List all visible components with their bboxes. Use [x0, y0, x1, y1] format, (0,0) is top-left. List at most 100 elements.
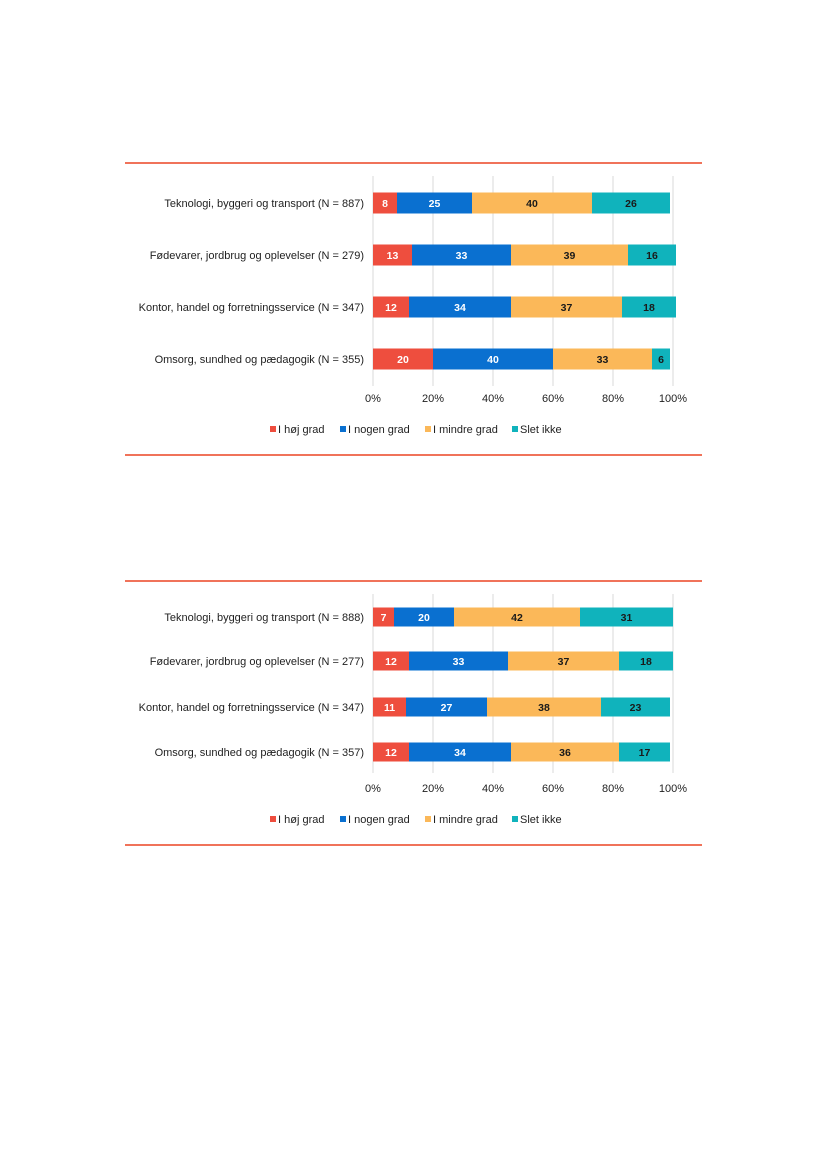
chart-2-category-label: Omsorg, sundhed og pædagogik (N = 357) — [155, 747, 364, 759]
chart-2-top-rule — [125, 580, 702, 582]
chart-2-data-label: 37 — [558, 656, 570, 668]
chart-1-bar-segment — [373, 296, 409, 318]
chart-2-data-label: 7 — [381, 612, 387, 624]
chart-1-bottom-rule — [125, 454, 702, 456]
chart-1-category-label: Omsorg, sundhed og pædagogik (N = 355) — [155, 354, 364, 366]
chart-1-data-label: 12 — [385, 302, 397, 314]
chart-2-bar-segment — [619, 651, 673, 671]
chart-1-data-label: 6 — [658, 354, 664, 366]
chart-1-data-label: 33 — [456, 250, 468, 262]
chart-1-bar-segment — [433, 348, 553, 370]
chart-1-bar-segment — [409, 296, 511, 318]
chart-2-bar-segment — [487, 697, 601, 717]
chart-2-bar-segment — [373, 697, 406, 717]
chart-2-data-label: 23 — [630, 702, 642, 714]
chart-2-data-label: 34 — [454, 747, 466, 759]
chart-2-bar-segment — [394, 607, 454, 627]
chart-2-bar-segment — [601, 697, 670, 717]
chart-1-tick-label: 60% — [542, 393, 564, 405]
chart-1-data-label: 37 — [561, 302, 573, 314]
chart-1-category-label: Fødevarer, jordbrug og oplevelser (N = 2… — [150, 250, 364, 262]
chart-2-legend-swatch — [340, 816, 346, 822]
chart-1-bar-segment — [511, 244, 628, 266]
chart-2-bar-segment — [373, 651, 409, 671]
chart-1-bar-segment — [553, 348, 652, 370]
chart-1-bar-segment — [373, 244, 412, 266]
chart-2-bar-segment — [511, 742, 619, 762]
chart-1-bar-segment — [397, 192, 472, 214]
chart-1-data-label: 16 — [646, 250, 658, 262]
chart-2-legend-swatch — [270, 816, 276, 822]
chart-2-legend-swatch — [512, 816, 518, 822]
chart-2-tick-label: 0% — [365, 783, 381, 795]
chart-2-data-label: 27 — [441, 702, 453, 714]
chart-2-tick-label: 60% — [542, 783, 564, 795]
chart-2-category-label: Teknologi, byggeri og transport (N = 888… — [164, 612, 364, 624]
chart-1-data-label: 40 — [526, 198, 538, 210]
chart-2-category-label: Kontor, handel og forretningsservice (N … — [139, 702, 364, 714]
chart-1-legend-swatch — [340, 426, 346, 432]
chart-1-data-label: 40 — [487, 354, 499, 366]
chart-2-data-label: 20 — [418, 612, 430, 624]
chart-2-data-label: 36 — [559, 747, 571, 759]
chart-2-data-label: 12 — [385, 656, 397, 668]
chart-2-tick-label: 40% — [482, 783, 504, 795]
chart-2-tick-label: 20% — [422, 783, 444, 795]
chart-2-bar-segment — [373, 607, 394, 627]
chart-2-bar-segment — [619, 742, 670, 762]
chart-1-bar-segment — [511, 296, 622, 318]
chart-2-data-label: 33 — [453, 656, 465, 668]
chart-1-bar-segment — [373, 348, 433, 370]
chart-1-tick-label: 80% — [602, 393, 624, 405]
chart-2-bar-segment — [409, 651, 508, 671]
chart-1-bar-segment — [622, 296, 676, 318]
chart-1-bar-segment — [628, 244, 676, 266]
chart-2-legend-label: Slet ikke — [520, 814, 562, 826]
chart-1-data-label: 26 — [625, 198, 637, 210]
chart-1-data-label: 18 — [643, 302, 655, 314]
chart-1-legend-label: I høj grad — [278, 424, 324, 436]
chart-2-tick-label: 80% — [602, 783, 624, 795]
chart-2-data-label: 12 — [385, 747, 397, 759]
chart-2-bar-segment — [508, 651, 619, 671]
chart-1-tick-label: 0% — [365, 393, 381, 405]
chart-1-legend-swatch — [425, 426, 431, 432]
chart-2-bar-segment — [406, 697, 487, 717]
chart-1-legend-swatch — [270, 426, 276, 432]
chart-1-bar-segment — [412, 244, 511, 266]
chart-2-data-label: 38 — [538, 702, 550, 714]
chart-2-legend-label: I mindre grad — [433, 814, 498, 826]
chart-1-legend-swatch — [512, 426, 518, 432]
chart-2-data-label: 18 — [640, 656, 652, 668]
chart-2-legend-swatch — [425, 816, 431, 822]
chart-2-bar-segment — [580, 607, 673, 627]
chart-1-bar-segment — [373, 192, 397, 214]
chart-1-top-rule — [125, 162, 702, 164]
chart-2-data-label: 17 — [639, 747, 651, 759]
chart-1-bar-segment — [592, 192, 670, 214]
chart-2-legend-label: I nogen grad — [348, 814, 410, 826]
chart-1-legend-label: I mindre grad — [433, 424, 498, 436]
chart-1-data-label: 13 — [387, 250, 399, 262]
chart-1-data-label: 20 — [397, 354, 409, 366]
chart-1-tick-label: 40% — [482, 393, 504, 405]
chart-2-data-label: 31 — [621, 612, 633, 624]
chart-2-legend-label: I høj grad — [278, 814, 324, 826]
chart-1-tick-label: 100% — [659, 393, 687, 405]
chart-1-data-label: 25 — [429, 198, 441, 210]
chart-1-data-label: 39 — [564, 250, 576, 262]
chart-1-bar-segment — [472, 192, 592, 214]
chart-2-bar-segment — [409, 742, 511, 762]
chart-2-bar-segment — [454, 607, 580, 627]
chart-1-legend-label: Slet ikke — [520, 424, 562, 436]
chart-2-data-label: 11 — [384, 702, 395, 714]
chart-1-legend-label: I nogen grad — [348, 424, 410, 436]
chart-2-data-label: 42 — [511, 612, 523, 624]
chart-1-tick-label: 20% — [422, 393, 444, 405]
chart-1-data-label: 33 — [597, 354, 609, 366]
chart-2-bottom-rule — [125, 844, 702, 846]
chart-2-bar-segment — [373, 742, 409, 762]
chart-1-category-label: Kontor, handel og forretningsservice (N … — [139, 302, 364, 314]
